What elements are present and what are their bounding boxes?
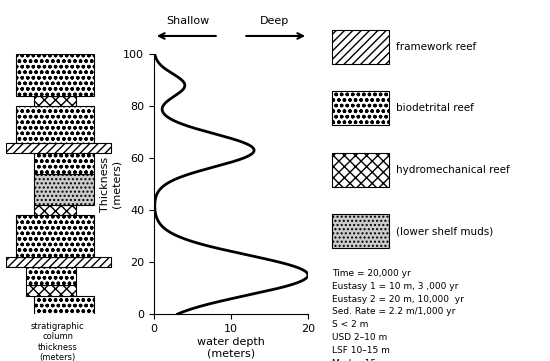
Text: (lower shelf muds): (lower shelf muds) <box>396 226 493 236</box>
Bar <box>25 267 75 286</box>
Bar <box>6 143 111 153</box>
Bar <box>332 214 389 248</box>
Bar <box>34 296 94 314</box>
Bar <box>332 152 389 187</box>
Y-axis label: Thickness
(meters): Thickness (meters) <box>100 157 122 212</box>
Text: framework reef: framework reef <box>396 42 476 52</box>
Text: Deep: Deep <box>260 16 289 26</box>
Bar <box>25 286 75 296</box>
X-axis label: water depth
(meters): water depth (meters) <box>197 336 265 358</box>
Bar <box>15 106 94 143</box>
Bar <box>34 96 75 106</box>
Text: Shallow: Shallow <box>166 16 210 26</box>
Text: biodetrital reef: biodetrital reef <box>396 103 474 113</box>
Text: Time = 20,000 yr
Eustasy 1 = 10 m, 3 ,000 yr
Eustasy 2 = 20 m, 10,000  yr
Sed. R: Time = 20,000 yr Eustasy 1 = 10 m, 3 ,00… <box>332 269 464 361</box>
Text: stratigraphic
column
thickness
(meters): stratigraphic column thickness (meters) <box>31 322 84 361</box>
Text: hydromechanical reef: hydromechanical reef <box>396 165 510 175</box>
Bar <box>34 174 94 205</box>
Bar <box>34 153 94 174</box>
Bar <box>332 91 389 125</box>
Bar <box>15 54 94 96</box>
Bar <box>15 215 94 257</box>
Bar <box>34 205 75 215</box>
Bar <box>332 30 389 64</box>
Bar <box>6 257 111 267</box>
